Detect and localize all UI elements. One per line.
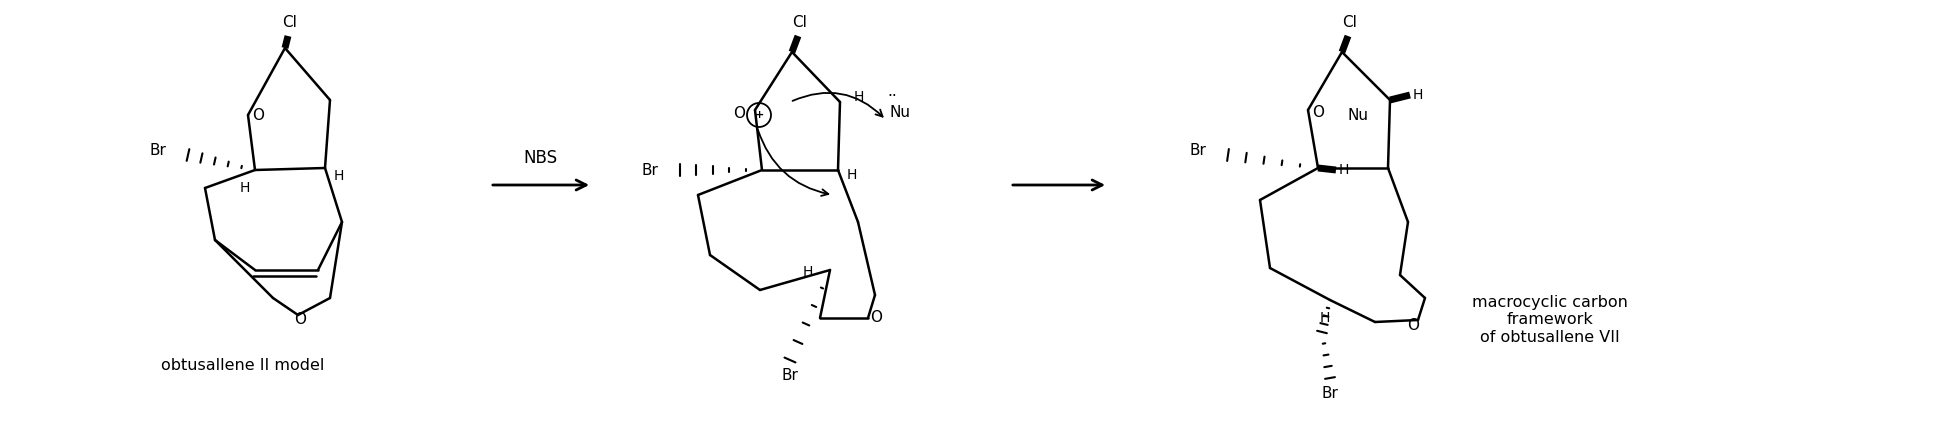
Text: obtusallene II model: obtusallene II model — [161, 357, 325, 373]
Text: O: O — [870, 311, 882, 326]
Text: H: H — [1414, 88, 1423, 102]
Text: H: H — [803, 265, 812, 279]
Text: O: O — [1311, 105, 1325, 120]
Text: Cl: Cl — [282, 15, 298, 29]
Text: Cl: Cl — [1342, 15, 1358, 29]
Text: O: O — [1408, 318, 1420, 333]
Text: Cl: Cl — [793, 15, 806, 29]
Text: H: H — [1338, 163, 1350, 177]
Text: O: O — [251, 107, 265, 122]
Text: Br: Br — [149, 143, 166, 158]
Text: H: H — [1319, 311, 1331, 325]
Text: +: + — [754, 110, 764, 120]
Text: O: O — [733, 106, 745, 121]
Text: H: H — [847, 168, 857, 182]
Text: H: H — [855, 90, 864, 104]
Text: H: H — [335, 169, 344, 183]
Text: Nu: Nu — [890, 105, 911, 120]
Text: Br: Br — [642, 162, 658, 177]
Text: H: H — [240, 181, 249, 195]
Text: Br: Br — [1321, 385, 1338, 400]
Text: Nu: Nu — [1348, 107, 1369, 122]
Text: ··: ·· — [888, 88, 897, 103]
Text: macrocyclic carbon
framework
of obtusallene VII: macrocyclic carbon framework of obtusall… — [1472, 295, 1628, 345]
Text: Br: Br — [781, 367, 799, 382]
Text: NBS: NBS — [522, 149, 557, 167]
Text: Br: Br — [1189, 143, 1207, 158]
Text: O: O — [294, 312, 306, 326]
